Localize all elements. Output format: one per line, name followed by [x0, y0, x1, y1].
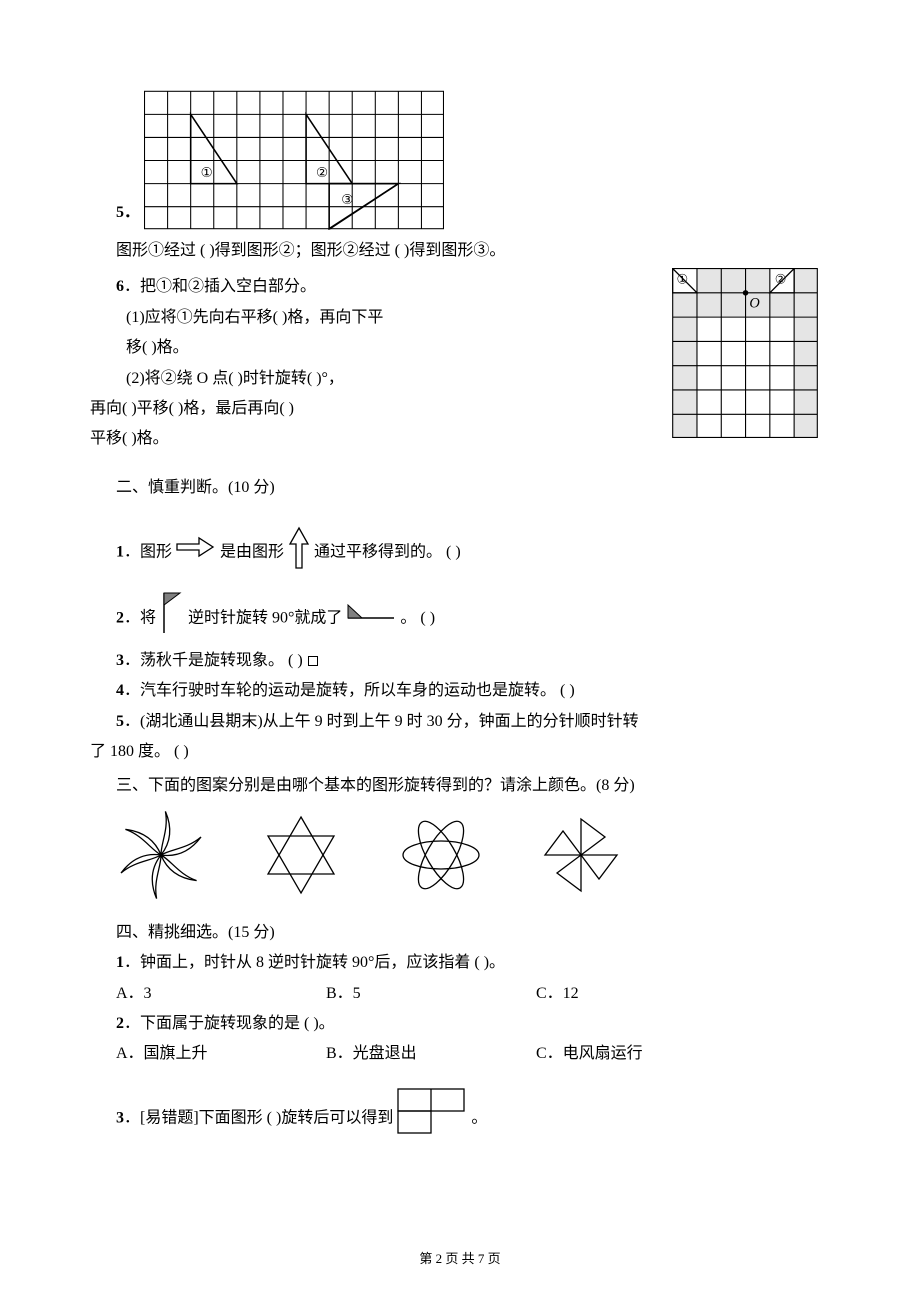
q6-title: ．把①和②插入空白部分。 [124, 278, 316, 295]
s2q2-c: 逆时针旋转 90°就成了 [188, 609, 342, 626]
sec2-title: 二、慎重判断。(10 分) [116, 473, 830, 503]
s4q1: ．钟面上，时针从 8 逆时针旋转 90°后，应该指着 ( )。 [124, 954, 505, 971]
s4q2: ．下面属于旋转现象的是 ( )。 [124, 1015, 335, 1032]
arrow-right-icon [176, 536, 216, 569]
s2q4: ．汽车行驶时车轮的运动是旋转，所以车身的运动也是旋转。 ( ) [124, 682, 575, 699]
pattern-pinwheel-icon [536, 810, 626, 900]
q6-label-2: ② [775, 272, 787, 287]
s4q3-num: 3 [116, 1109, 124, 1126]
s2q3: ．荡秋千是旋转现象。 ( ) [124, 652, 307, 669]
page-footer: 第 2 页 共 7 页 [0, 1247, 920, 1272]
arrow-up-icon [288, 525, 310, 580]
pattern-star-icon [256, 810, 346, 900]
s4q2-C: C．电风扇运行 [536, 1039, 746, 1069]
s4q3-c: 。 [471, 1109, 487, 1126]
s2q1-num: 1 [116, 544, 124, 561]
q6-label-O: O [749, 296, 760, 312]
sec3-title: 三、下面的图案分别是由哪个基本的图形旋转得到的？请涂上颜色。(8 分) [116, 771, 830, 801]
q5-text: 图形①经过 ( )得到图形②；图形②经过 ( )得到图形③。 [116, 236, 830, 266]
s2q2-num: 2 [116, 609, 124, 626]
pattern-atom-icon [396, 810, 486, 900]
q5-grid-figure: ① ② ③ [144, 90, 444, 230]
s2q2-d: 。 ( ) [400, 609, 435, 626]
s2q5: ．(湖北通山县期末)从上午 9 时到上午 9 时 30 分，钟面上的分针顺时针转 [124, 713, 639, 730]
sec4-title: 四、精挑细选。(15 分) [116, 918, 830, 948]
s4q2-A: A．国旗上升 [116, 1039, 326, 1069]
ornament-square-icon [308, 656, 318, 666]
flag-left-icon [346, 603, 396, 634]
s4q1-B: B．5 [326, 979, 536, 1009]
s2q5b: 了 180 度。 ( ) [90, 737, 830, 767]
flag-up-icon [160, 591, 184, 646]
q6-label-1: ① [677, 272, 689, 287]
pattern-swirl-icon [116, 810, 206, 900]
s4q2-B: B．光盘退出 [326, 1039, 536, 1069]
q5-label-3: ③ [341, 192, 353, 207]
s4q1-A: A．3 [116, 979, 326, 1009]
q6-line1: (1)应将①先向右平移( )格，再向下平 [126, 303, 531, 333]
s4q1-C: C．12 [536, 979, 746, 1009]
s2q2-b: ．将 [124, 609, 156, 626]
s4q3-b: ．[易错题]下面图形 ( )旋转后可以得到 [124, 1109, 393, 1126]
s2q1-c: 是由图形 [220, 544, 284, 561]
s2q1-b: ．图形 [124, 544, 172, 561]
q5-label-2: ② [316, 165, 328, 180]
q6-line2: 移( )格。 [126, 333, 531, 363]
q5-number: 5． [116, 198, 140, 230]
s2q1-d: 通过平移得到的。 ( ) [314, 544, 461, 561]
q5-label-1: ① [201, 165, 213, 180]
l-shape-icon [397, 1088, 467, 1149]
q6-grid-figure: ① ② O [670, 268, 820, 438]
q6-line3: (2)将②绕 O 点( )时针旋转( )°， [126, 364, 531, 394]
q6-number: 6 [116, 278, 124, 295]
